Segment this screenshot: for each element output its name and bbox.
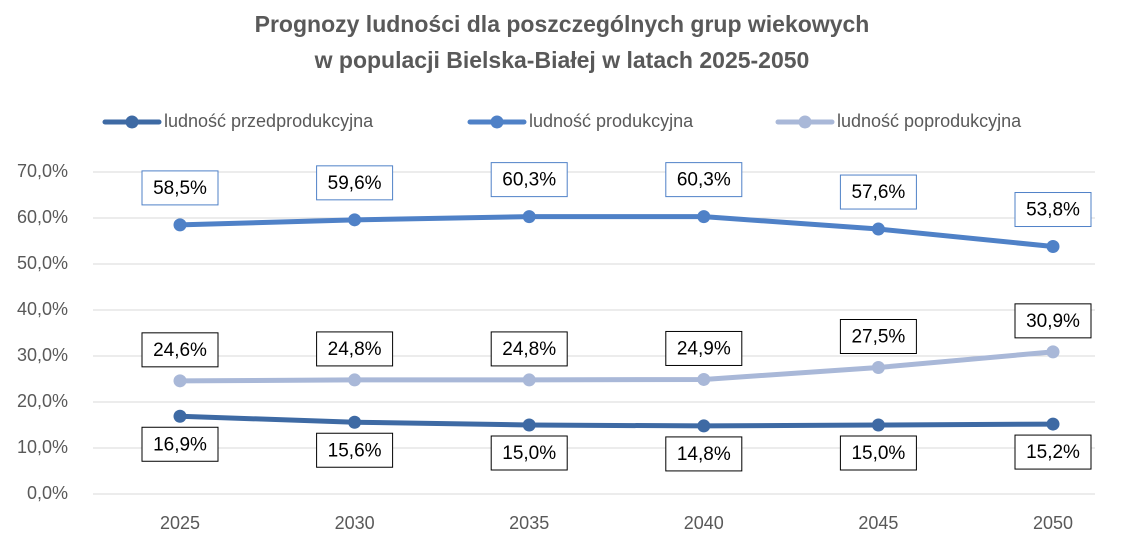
data-label: 58,5% [153, 178, 207, 199]
data-label: 15,2% [1026, 442, 1080, 463]
legend-label: ludność przedprodukcyjna [164, 111, 374, 131]
y-tick-label: 70,0% [17, 161, 68, 181]
data-point [173, 374, 187, 388]
legend-swatch [125, 115, 139, 129]
data-label-box [839, 435, 917, 471]
data-label: 24,8% [328, 339, 382, 360]
data-label: 60,3% [502, 170, 556, 191]
chart-title: w populacji Bielska-Białej w latach 2025… [314, 47, 810, 73]
data-label-box [665, 436, 743, 472]
data-point [871, 418, 885, 432]
data-point [871, 222, 885, 236]
series-line [179, 349, 1054, 384]
data-label-box [316, 165, 394, 201]
y-tick-label: 20,0% [17, 391, 68, 411]
data-point [697, 372, 711, 386]
data-label-box [839, 319, 917, 354]
x-tick-label: 2040 [684, 513, 724, 533]
series-line [179, 214, 1054, 250]
legend-swatch [490, 115, 504, 129]
data-label: 24,9% [677, 338, 731, 359]
x-tick-label: 2045 [858, 513, 898, 533]
data-label-box [141, 332, 219, 368]
data-label-box [665, 162, 743, 198]
y-tick-label: 10,0% [17, 437, 68, 457]
data-point [1046, 240, 1060, 254]
data-label-box [490, 435, 568, 471]
data-label: 27,5% [851, 327, 905, 348]
chart-title: Prognozy ludności dla poszczególnych gru… [255, 11, 870, 37]
data-label: 15,0% [502, 443, 556, 464]
data-point [522, 210, 536, 224]
data-label: 15,6% [328, 440, 382, 461]
data-point [522, 418, 536, 432]
data-point [348, 415, 362, 429]
y-tick-label: 50,0% [17, 253, 68, 273]
data-label: 30,9% [1026, 311, 1080, 332]
data-label-box [316, 432, 394, 468]
data-point [173, 409, 187, 423]
data-point [1046, 345, 1060, 359]
data-label-box [141, 170, 219, 206]
data-label-box [141, 426, 219, 462]
data-label-box [490, 331, 568, 367]
data-label: 60,3% [677, 170, 731, 191]
legend-label: ludność produkcyjna [529, 111, 694, 131]
data-point [697, 419, 711, 433]
data-label: 15,0% [851, 443, 905, 464]
x-tick-label: 2030 [335, 513, 375, 533]
x-tick-label: 2050 [1033, 513, 1073, 533]
data-point [1046, 417, 1060, 431]
data-label-box [1014, 303, 1092, 339]
data-label: 16,9% [153, 434, 207, 455]
series-line [179, 413, 1054, 429]
data-label: 24,8% [502, 339, 556, 360]
data-label-box [839, 174, 917, 210]
data-label-box [1014, 434, 1092, 470]
data-label-box [665, 330, 743, 366]
data-point [697, 210, 711, 224]
data-point [871, 361, 885, 374]
data-label: 53,8% [1026, 200, 1080, 221]
data-label: 24,6% [153, 340, 207, 361]
data-label-box [316, 331, 394, 367]
legend-swatch [798, 115, 812, 129]
data-label: 57,6% [851, 182, 905, 203]
data-point [348, 213, 362, 227]
legend-label: ludność poprodukcyjna [837, 111, 1022, 131]
data-label: 59,6% [328, 173, 382, 194]
data-label-box [490, 162, 568, 198]
data-point [348, 373, 362, 387]
y-tick-label: 30,0% [17, 345, 68, 365]
data-point [173, 218, 187, 232]
y-tick-label: 60,0% [17, 207, 68, 227]
x-tick-label: 2035 [509, 513, 549, 533]
y-tick-label: 40,0% [17, 299, 68, 319]
data-label-box [1014, 192, 1092, 228]
data-point [522, 373, 536, 387]
x-tick-label: 2025 [160, 513, 200, 533]
data-label: 14,8% [677, 444, 731, 465]
y-tick-label: 0,0% [27, 483, 68, 503]
